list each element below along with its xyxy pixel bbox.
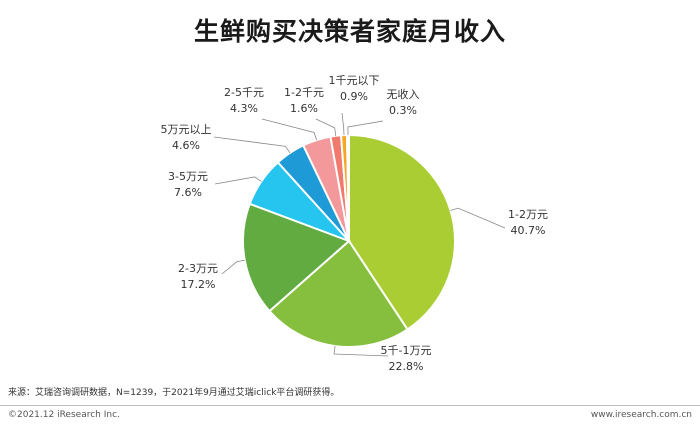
- leader-line: [214, 176, 262, 185]
- leader-line: [341, 112, 345, 136]
- leader-line: [450, 207, 506, 229]
- slice-label: 2-3万元: [178, 262, 218, 275]
- leader-line: [347, 120, 384, 136]
- slice-label: 2-5千元: [224, 86, 264, 99]
- slice-label: 5千-1万元: [381, 344, 432, 357]
- source-note: 来源：艾瑞咨询调研数据，N=1239，于2021年9月通过艾瑞iclick平台调…: [8, 388, 340, 398]
- slice-label: 5万元以上: [161, 123, 212, 136]
- copyright-text: ©2021.12 iResearch Inc.: [8, 410, 120, 420]
- slice-value-label: 40.7%: [511, 224, 546, 237]
- slice-value-label: 0.3%: [389, 104, 417, 117]
- chart-title: 生鲜购买决策者家庭月收入: [193, 17, 506, 46]
- slice-value-label: 1.6%: [290, 102, 318, 115]
- slice-label: 1千元以下: [329, 74, 380, 87]
- leader-line: [213, 136, 291, 154]
- leader-line: [221, 259, 245, 275]
- slice-label: 无收入: [387, 87, 420, 101]
- slice-label: 1-2千元: [284, 86, 324, 99]
- slice-label: 3-5万元: [168, 170, 208, 183]
- slice-value-label: 7.6%: [174, 186, 202, 199]
- pie-slice: [242, 202, 351, 313]
- slice-value-label: 0.9%: [340, 90, 368, 103]
- website-text: www.iresearch.com.cn: [590, 410, 692, 420]
- leader-line: [315, 118, 337, 136]
- slice-value-label: 4.6%: [172, 139, 200, 152]
- slice-value-label: 22.8%: [389, 360, 424, 373]
- leader-line: [333, 346, 389, 357]
- pie-slice: [345, 133, 350, 242]
- leader-line: [261, 118, 317, 141]
- slice-label: 1-2万元: [508, 208, 548, 221]
- footer-divider: [0, 405, 700, 406]
- slice-value-label: 17.2%: [181, 278, 216, 291]
- slice-value-label: 4.3%: [230, 102, 258, 115]
- pie-slice: [268, 239, 409, 348]
